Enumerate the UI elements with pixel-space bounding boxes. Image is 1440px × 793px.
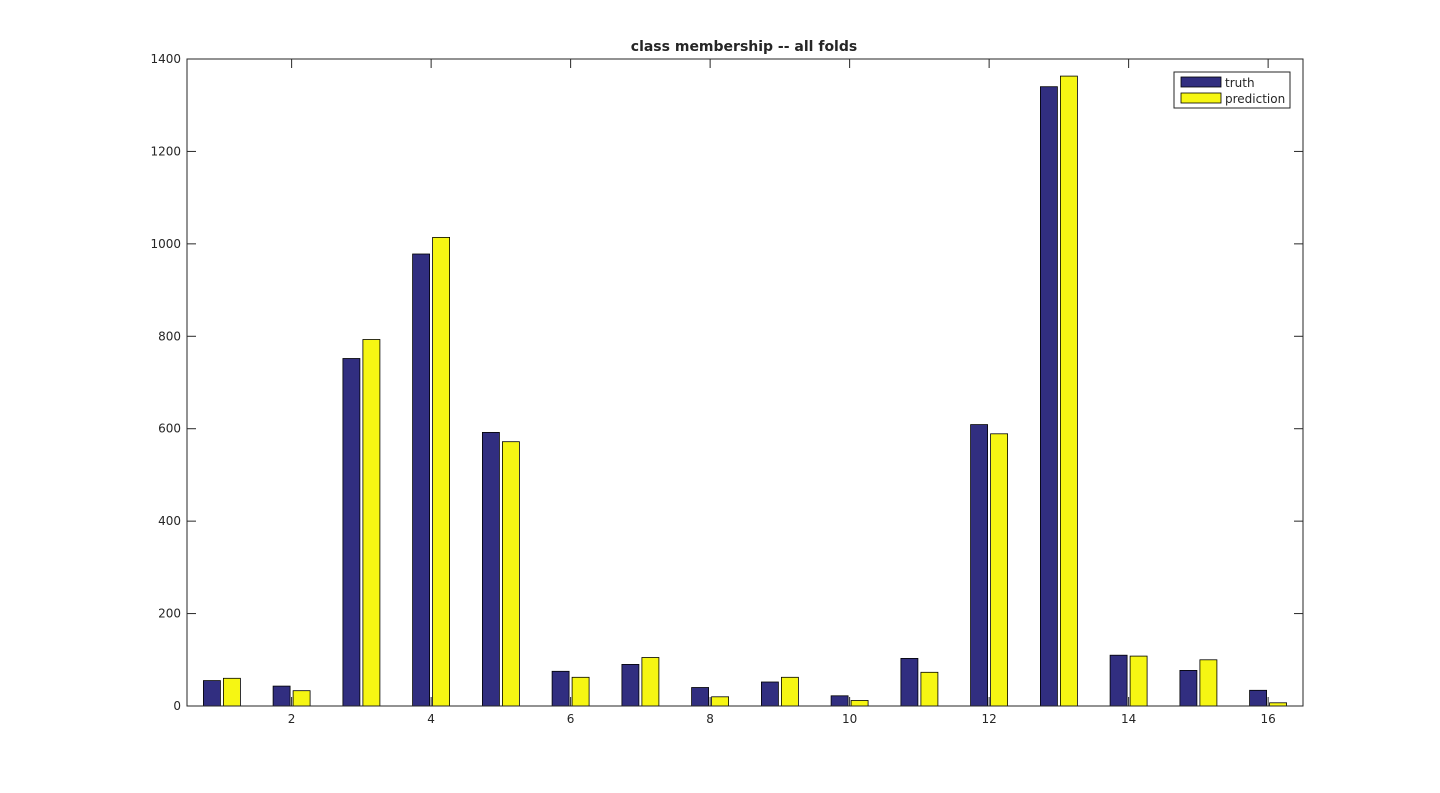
- bar-prediction-14: [1129, 655, 1148, 707]
- bar-truth-14: [1109, 654, 1128, 707]
- bar-truth-7: [621, 664, 640, 707]
- bar-truth-13: [1040, 86, 1058, 707]
- x-tick-label: 12: [981, 712, 996, 726]
- bar-truth-5: [481, 431, 500, 707]
- bar-prediction-13: [1060, 75, 1078, 707]
- bar-truth-15: [1179, 670, 1198, 707]
- bar-prediction-8: [711, 696, 729, 707]
- bar-prediction-7: [641, 657, 660, 707]
- bar-prediction-6: [571, 676, 590, 707]
- legend-swatch-prediction: [1180, 92, 1222, 104]
- bar-prediction-4: [432, 236, 451, 707]
- y-tick-label: 200: [158, 607, 181, 621]
- x-tick-label: 10: [842, 712, 857, 726]
- bar-prediction-3: [362, 339, 381, 707]
- y-tick-label: 1400: [150, 52, 181, 66]
- y-tick-label: 800: [158, 329, 181, 343]
- bar-prediction-9: [781, 676, 799, 707]
- x-tick-label: 16: [1260, 712, 1275, 726]
- bar-truth-2: [272, 685, 291, 707]
- bar-prediction-11: [920, 671, 939, 707]
- bar-truth-16: [1249, 689, 1267, 707]
- legend-label-truth: truth: [1225, 76, 1255, 90]
- y-tick-label: 600: [158, 422, 181, 436]
- x-tick-label: 4: [427, 712, 435, 726]
- bar-truth-6: [551, 670, 570, 707]
- bar-truth-12: [970, 424, 988, 707]
- legend-label-prediction: prediction: [1225, 92, 1285, 106]
- plot-frame: [186, 58, 1304, 707]
- chart-title: class membership -- all folds: [631, 39, 857, 55]
- axes-layer: 0 200 400 600 800 1000 1200 1400 2 4 6 8 10 12 14 16: [150, 52, 1304, 726]
- bar-truth-4: [412, 253, 431, 707]
- bar-prediction-1: [222, 677, 241, 707]
- legend-swatch-truth: [1180, 76, 1222, 88]
- bar-prediction-10: [850, 700, 869, 707]
- y-tick-label: 0: [173, 699, 181, 713]
- bar-prediction-5: [501, 441, 520, 707]
- bar-truth-1: [202, 680, 221, 707]
- y-tick-label: 1000: [150, 237, 181, 251]
- x-tick-label: 2: [288, 712, 296, 726]
- bar-truth-10: [830, 695, 849, 707]
- x-tick-label: 14: [1121, 712, 1136, 726]
- bar-prediction-2: [292, 690, 311, 707]
- bar-truth-3: [342, 358, 361, 707]
- bar-truth-8: [691, 687, 709, 707]
- bar-truth-11: [900, 658, 919, 707]
- bar-prediction-15: [1199, 659, 1218, 707]
- y-tick-label: 1200: [150, 144, 181, 158]
- bars-layer: [202, 75, 1287, 707]
- legend: truth prediction: [1173, 71, 1291, 109]
- bar-prediction-12: [990, 433, 1008, 707]
- y-tick-label: 400: [158, 514, 181, 528]
- bar-truth-9: [761, 681, 779, 707]
- x-tick-label: 8: [706, 712, 714, 726]
- x-tick-label: 6: [567, 712, 575, 726]
